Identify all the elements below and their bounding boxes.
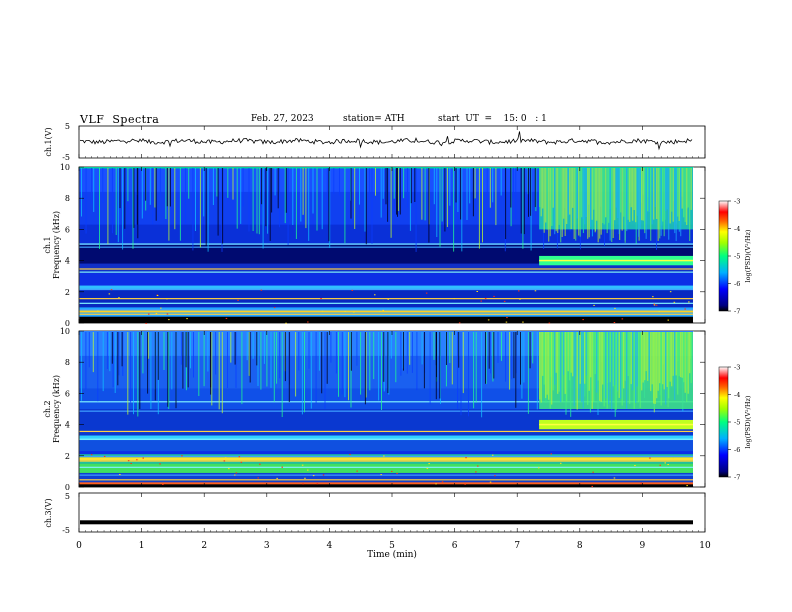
ch1-ytick-top: 5 (65, 122, 70, 131)
spec2-ytick: 0 (65, 483, 70, 492)
ch2-colorbar: -3 -4 -5 -6 -7 log(PSD)(V²/Hz) (718, 364, 752, 482)
spec1-ytick: 4 (65, 257, 70, 266)
ch3-ytick-bottom: -5 (62, 526, 70, 535)
x-tick-label: 1 (139, 541, 145, 551)
spec1-ytick: 2 (65, 288, 70, 297)
spec2-ytick: 8 (65, 358, 70, 367)
ch2-spec-ylabel-1: ch.2 (43, 400, 52, 417)
ch1-ylabel: ch.1(V) (44, 127, 53, 156)
x-tick-label: 4 (327, 541, 333, 551)
figure-title: VLF Spectra (80, 113, 160, 126)
ch2-colorbar-label: log(PSD)(V²/Hz) (744, 395, 752, 448)
ch3-ytick-top: 5 (65, 492, 70, 501)
ch1-waveform-line (79, 131, 693, 151)
ch1-spec-ylabel-2: Frequency (kHz) (52, 211, 61, 279)
x-tick-label: 9 (640, 541, 646, 551)
colorbar-tick-2: -5 (734, 419, 740, 427)
colorbar-tick-2: -6 (734, 446, 740, 454)
x-tick-label: 6 (452, 541, 458, 551)
x-tick-label: 7 (514, 541, 520, 551)
start-time-label: start UT = 15: 0 : 1 (438, 114, 547, 124)
ch3-ylabel: ch.3(V) (44, 498, 53, 527)
ch2-spec-ylabel-2: Frequency (kHz) (52, 375, 61, 443)
x-tick-label: 0 (76, 541, 82, 551)
station-label: station= ATH (343, 114, 405, 124)
ch1-colorbar-scale (718, 200, 729, 312)
colorbar-tick-2: -4 (734, 391, 740, 399)
colorbar-tick-2: -3 (734, 364, 740, 372)
colorbar-tick-1: -4 (734, 225, 740, 233)
ch1-colorbar: -3 -4 -5 -6 -7 log(PSD)(V²/Hz) (718, 198, 752, 316)
x-axis-label: Time (min) (367, 549, 417, 560)
spec2-ytick: 6 (65, 389, 70, 398)
spec1-ytick: 0 (65, 319, 70, 328)
x-tick-label: 8 (577, 541, 583, 551)
x-tick-label: 2 (201, 541, 207, 551)
spec2-ytick: 4 (65, 421, 70, 430)
date-label: Feb. 27, 2023 (251, 114, 314, 124)
x-tick-label: 10 (699, 541, 711, 551)
spec2-ytick: 10 (60, 327, 70, 336)
spec1-ytick: 6 (65, 225, 70, 234)
colorbar-tick-1: -3 (734, 198, 740, 206)
spec2-ytick: 2 (65, 452, 70, 461)
x-tick-label: 3 (264, 541, 270, 551)
spec1-ytick: 10 (60, 163, 70, 172)
spec1-ytick: 8 (65, 194, 70, 203)
ch2-colorbar-scale (718, 366, 729, 478)
colorbar-tick-1: -7 (734, 308, 740, 316)
ch1-spec-ylabel-1: ch.1 (43, 236, 52, 253)
colorbar-tick-2: -7 (734, 474, 740, 482)
colorbar-tick-1: -5 (734, 253, 740, 261)
ch3-waveform-line (80, 520, 693, 525)
ch2-spectrogram (79, 331, 705, 487)
colorbar-tick-1: -6 (734, 280, 740, 288)
ch1-ytick-bottom: -5 (62, 153, 70, 162)
ch1-colorbar-label: log(PSD)(V²/Hz) (744, 229, 752, 282)
x-axis: 0 1 2 3 4 5 6 7 8 9 10 (76, 126, 711, 551)
ch3-waveform-frame (78, 492, 706, 533)
ch1-spectrogram (79, 167, 705, 324)
x-tick-label: 5 (389, 541, 395, 551)
